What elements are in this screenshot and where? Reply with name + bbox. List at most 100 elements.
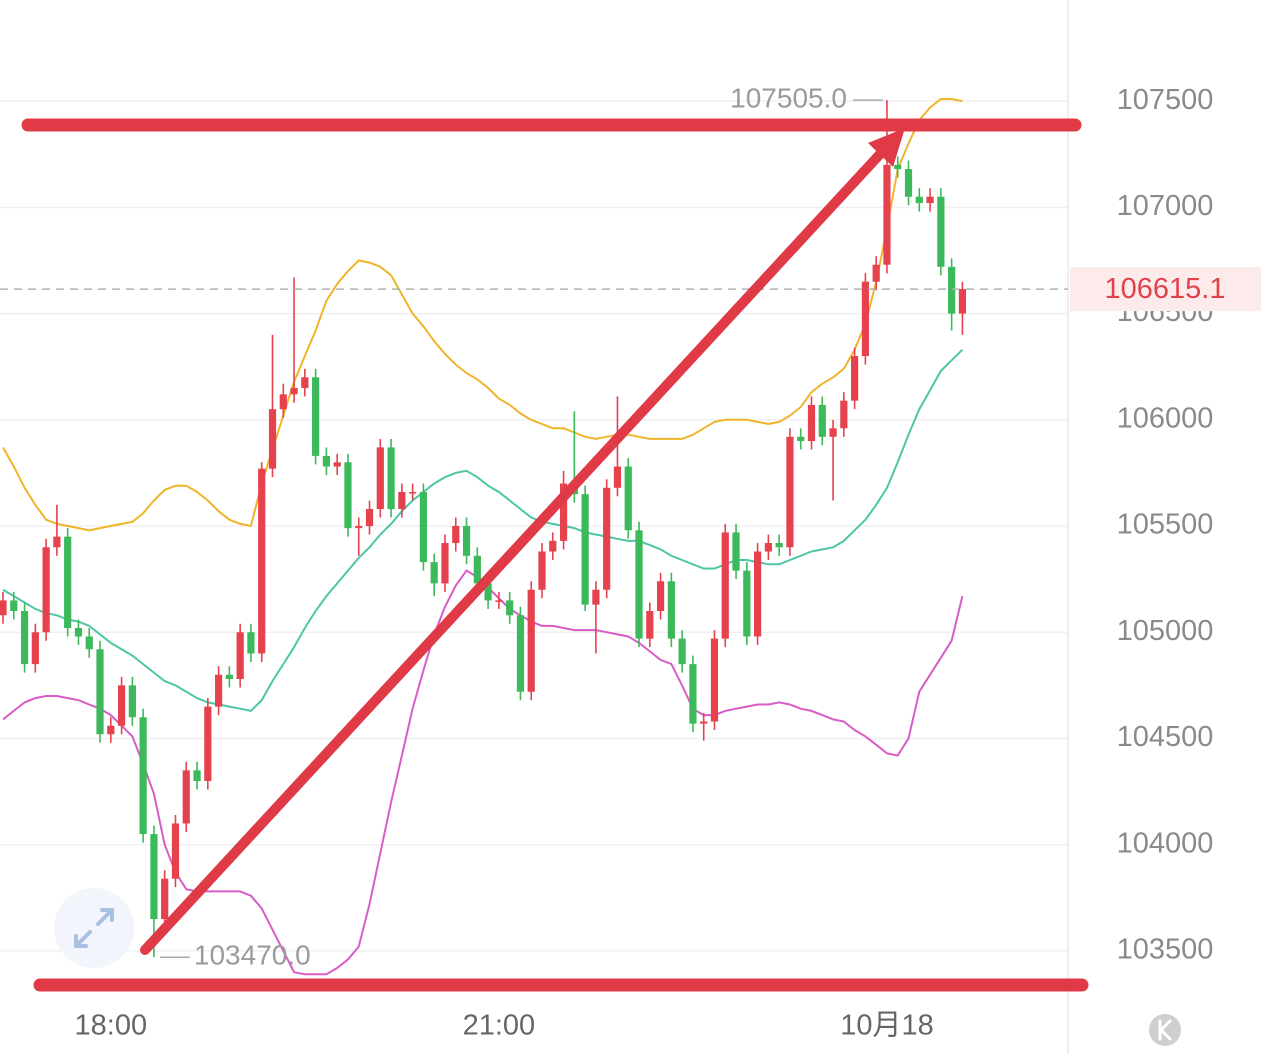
candle-body [506, 600, 514, 616]
candle-body [689, 664, 697, 724]
candle-body [290, 387, 298, 395]
y-tick-label: 105500 [1117, 509, 1214, 541]
last-price-label: 106615.1 [1105, 273, 1226, 305]
y-tick-label: 106000 [1117, 402, 1214, 434]
y-tick-label: 104500 [1117, 721, 1214, 753]
candle-body [409, 492, 417, 494]
candle-body [710, 638, 719, 722]
overlays [2, 98, 964, 976]
candle-body [279, 394, 287, 410]
expand-icon [74, 908, 114, 948]
candle-body [851, 356, 859, 401]
extreme-label: 103470.0 [194, 940, 311, 971]
kline-button[interactable] [1149, 1014, 1181, 1046]
candle-body [344, 462, 352, 529]
candle-body [937, 196, 945, 267]
candle-body [527, 589, 535, 692]
candle-body [473, 555, 481, 584]
y-tick-label: 107500 [1117, 84, 1214, 116]
kline-icon [1158, 1019, 1172, 1041]
candle-body [764, 543, 772, 552]
candle-body [775, 543, 783, 548]
extreme-label: 107505.0 [730, 82, 847, 113]
candle-body [797, 436, 805, 442]
band-line [2, 569, 964, 976]
candle-body [926, 196, 934, 204]
candle-body [786, 436, 794, 548]
candle-body [139, 717, 147, 835]
candle-body [818, 404, 826, 437]
candle-body [861, 281, 869, 357]
candle-body [829, 428, 837, 437]
candle-body [247, 632, 255, 654]
candle-body [635, 530, 643, 639]
trend-arrow-shaft [140, 147, 887, 955]
expand-button-bg [54, 888, 134, 968]
candle-body [894, 164, 902, 170]
candle-body [656, 581, 665, 612]
candle-body [387, 447, 395, 510]
candle-body [10, 600, 18, 612]
candle-body [430, 562, 438, 584]
candle-body [624, 466, 632, 531]
drawings [21, 118, 1089, 992]
kline-button-bg [1149, 1014, 1181, 1046]
candle-body [613, 466, 622, 488]
candle-body [258, 468, 266, 654]
candle-body [958, 289, 967, 314]
candle-body [732, 532, 740, 571]
expand-button[interactable] [54, 888, 134, 968]
candle-body [236, 632, 244, 679]
candle-body [549, 540, 557, 552]
candle-body [204, 706, 212, 781]
candle-body [678, 638, 686, 665]
candle-body [592, 589, 600, 605]
candle-body [883, 164, 891, 265]
candle-body [872, 264, 880, 282]
candle-body [128, 685, 136, 718]
candle-body [20, 611, 29, 665]
candle-body [161, 878, 169, 920]
candle-body [538, 551, 546, 590]
trend-arrow-head [868, 128, 905, 167]
y-tick-label: 107000 [1117, 190, 1214, 222]
candle-body [225, 674, 233, 679]
candle-body [646, 611, 654, 639]
candle-body [807, 404, 816, 442]
candle-body [333, 462, 341, 467]
candle-body [462, 526, 471, 556]
candle-body [0, 600, 7, 616]
candle-body [74, 628, 83, 637]
candle-body [171, 823, 180, 879]
candle-body [667, 581, 675, 639]
candle-body [355, 526, 363, 529]
candle-body [603, 487, 611, 590]
candle-body [376, 447, 384, 510]
x-tick-label: 18:00 [75, 1010, 148, 1042]
candle-body [904, 169, 913, 197]
candle-body [107, 725, 115, 735]
candle-body [754, 551, 762, 637]
y-tick-label: 105000 [1117, 615, 1214, 647]
y-tick-label: 103500 [1117, 934, 1214, 966]
candle-body [117, 685, 126, 726]
band-line [2, 348, 964, 712]
candle-body [559, 483, 568, 541]
candle-body [322, 455, 330, 467]
candle-body [268, 409, 277, 469]
candle-body [840, 400, 848, 429]
candle-body [53, 536, 61, 548]
candle-body [915, 196, 923, 204]
candle-body [42, 547, 50, 633]
candle-body [484, 583, 492, 601]
candle-body [85, 636, 93, 650]
candle-body [365, 509, 374, 527]
candle-body [150, 834, 158, 920]
candles [0, 100, 967, 958]
candle-body [182, 770, 190, 824]
candle-body [721, 532, 729, 639]
candle-body [419, 492, 428, 563]
candle-body [948, 266, 956, 314]
